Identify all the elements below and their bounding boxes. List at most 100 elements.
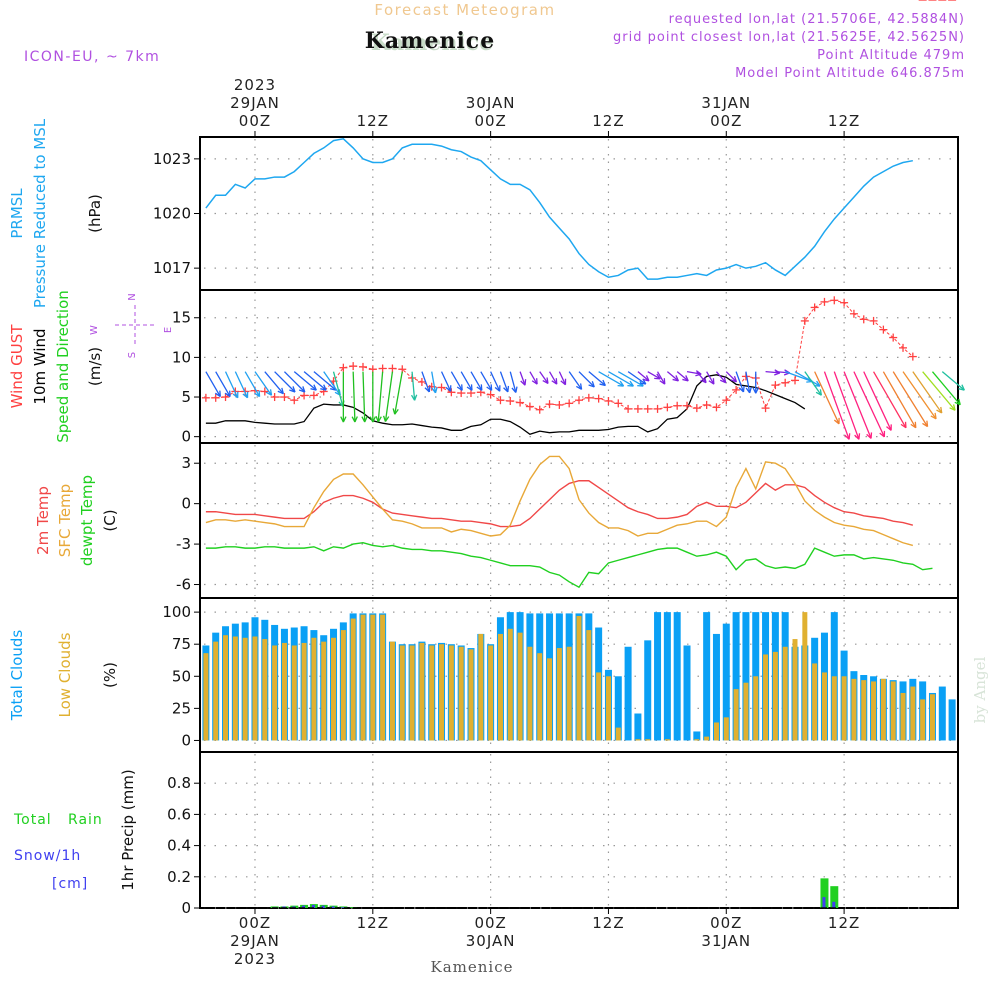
y-tick-label: 3 <box>181 454 191 472</box>
y-axis-unit: (hPa) <box>86 194 104 233</box>
wind-direction-arrow <box>421 371 431 393</box>
gust-marker <box>879 325 888 334</box>
gust-marker <box>575 396 583 405</box>
y-tick-label: 1020 <box>153 205 191 223</box>
low-cloud-bar <box>664 739 670 741</box>
low-cloud-bar <box>429 645 435 741</box>
gust-marker <box>201 393 210 402</box>
wind-direction-arrow <box>568 371 583 390</box>
y-axis-unit: (m/s) <box>86 347 104 386</box>
low-cloud-bar <box>291 645 297 741</box>
total-cloud-bar <box>654 612 662 741</box>
snow-legend-label: Snow/1h <box>14 848 81 864</box>
sfc-temp-line <box>205 455 914 547</box>
dewpoint-line <box>205 542 933 589</box>
snow-unit-label: [cm] <box>52 876 88 892</box>
gust-marker <box>810 303 819 312</box>
y-axis-label: Total Clouds <box>8 630 26 722</box>
top-tick-label: 12Z <box>592 112 624 130</box>
total-cloud-bar <box>722 623 730 741</box>
wind-direction-arrow <box>863 371 892 431</box>
wind-direction-arrow <box>588 371 606 387</box>
low-cloud-bar <box>488 645 494 741</box>
gust-marker <box>437 383 446 392</box>
compass-n: N <box>127 293 138 300</box>
gust-marker <box>702 400 711 409</box>
grid-point-coords: grid point closest lon,lat (21.5625E, 42… <box>613 30 965 45</box>
bottom-tick-label: 12Z <box>357 914 389 932</box>
panel-wind: 0 5 10 15 Wind GUST 10m Wind Speed and Directi… <box>8 0 965 446</box>
low-cloud-bar <box>782 646 788 741</box>
total-cloud-bar <box>673 612 681 741</box>
wind-direction-arrow <box>902 371 937 420</box>
low-cloud-bar <box>900 692 906 741</box>
wind-direction-arrow <box>480 371 493 391</box>
gust-marker <box>506 396 515 405</box>
top-tick-label: 29JAN <box>230 94 280 112</box>
wind-direction-arrow <box>735 371 745 393</box>
super-title: Forecast Meteogram <box>374 1 555 19</box>
gust-marker <box>692 404 701 413</box>
gust-marker <box>791 376 800 385</box>
y-tick-label: 10 <box>172 348 191 366</box>
gust-marker <box>270 393 279 402</box>
wind-direction-arrow <box>392 371 403 415</box>
wind-direction-arrow <box>490 371 501 392</box>
low-cloud-bar <box>556 648 562 741</box>
wind-direction-arrow <box>843 371 873 439</box>
total-cloud-bar <box>712 633 720 741</box>
gust-marker <box>712 403 721 412</box>
low-cloud-bar <box>380 614 386 741</box>
low-cloud-bar <box>203 653 209 741</box>
low-cloud-bar <box>409 645 415 741</box>
gust-marker <box>339 363 348 372</box>
gust-marker <box>516 398 525 407</box>
low-cloud-bar <box>890 681 896 741</box>
y-axis-label: 10m Wind <box>31 328 49 404</box>
low-cloud-bar <box>929 694 935 741</box>
low-cloud-bar <box>478 633 484 741</box>
gust-marker <box>378 364 387 373</box>
snow-bar <box>321 905 325 908</box>
gust-marker <box>849 309 858 318</box>
wind-direction-arrow <box>696 371 707 384</box>
low-cloud-bar <box>370 614 376 741</box>
y-axis-label: Wind GUST <box>8 324 26 409</box>
wind-direction-arrow <box>892 371 929 428</box>
wind-direction-arrow <box>254 371 273 396</box>
wind-direction-arrow <box>509 371 518 393</box>
wind-direction-arrow <box>529 371 538 385</box>
gust-marker <box>565 399 574 408</box>
gust-marker <box>447 388 456 397</box>
top-tick-label: 2023 <box>234 76 276 94</box>
gust-marker <box>830 296 839 305</box>
low-cloud-bar <box>743 682 749 741</box>
wind-direction-arrow <box>804 371 822 396</box>
low-cloud-bar <box>311 637 317 741</box>
low-cloud-bar <box>350 618 356 741</box>
total-cloud-bar <box>683 645 691 741</box>
low-cloud-bar <box>733 689 739 741</box>
low-cloud-bar <box>841 676 847 741</box>
wind-direction-arrow <box>941 371 965 391</box>
low-cloud-bar <box>281 642 287 741</box>
gust-marker <box>555 400 564 409</box>
panel-temperature: -6 -3 0 3 2m Temp SFC Temp dewpt Temp (C) <box>34 442 959 599</box>
bottom-tick-label: 31JAN <box>701 932 751 950</box>
gust-marker <box>349 362 358 371</box>
low-cloud-bar <box>880 678 886 741</box>
bottom-tick-label: 29JAN <box>230 932 280 950</box>
gust-marker <box>604 396 613 405</box>
wind-direction-arrow <box>460 371 473 391</box>
low-cloud-bar <box>517 632 523 741</box>
low-cloud-bar <box>645 739 651 741</box>
low-cloud-bar <box>232 636 238 741</box>
total-cloud-bar <box>614 676 622 741</box>
snow-bar <box>341 907 345 908</box>
wind-direction-arrow <box>548 371 558 385</box>
wind-direction-arrow <box>647 371 661 380</box>
low-cloud-bar <box>419 642 425 741</box>
wind-direction-arrow <box>224 371 239 399</box>
low-cloud-bar <box>851 678 857 741</box>
gust-marker <box>781 378 790 387</box>
